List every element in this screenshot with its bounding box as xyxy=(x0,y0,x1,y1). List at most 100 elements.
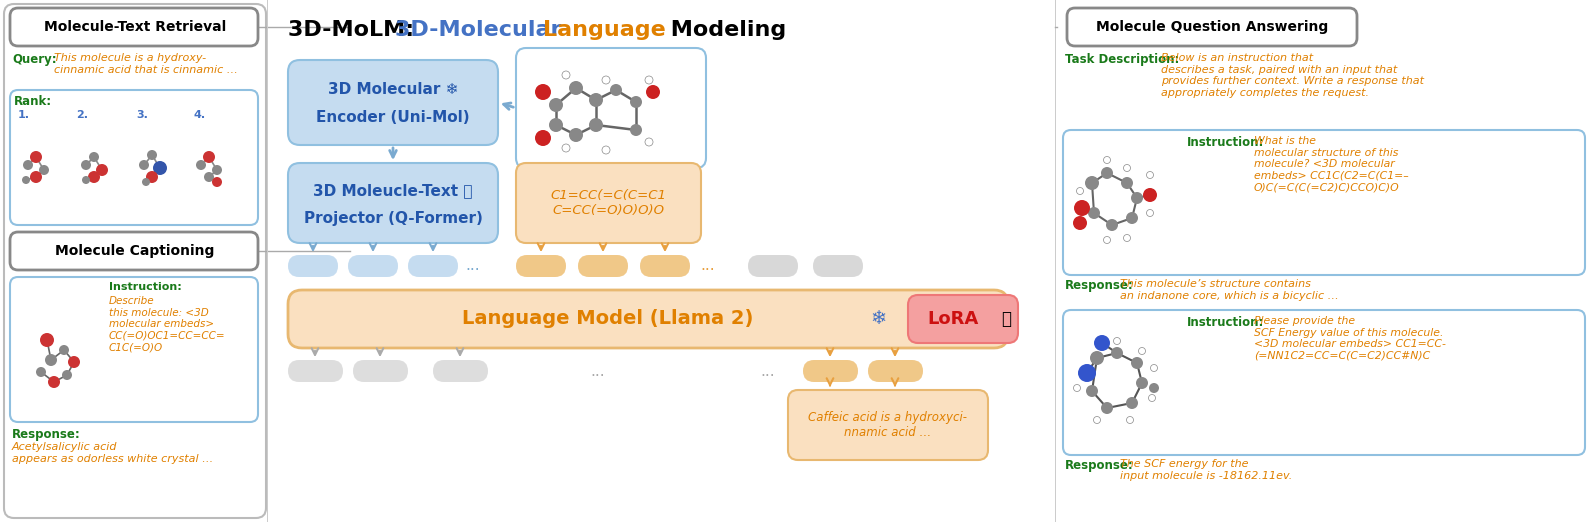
Circle shape xyxy=(562,71,570,79)
Circle shape xyxy=(1144,188,1157,202)
Circle shape xyxy=(1086,385,1098,397)
FancyBboxPatch shape xyxy=(789,390,988,460)
Text: Language: Language xyxy=(543,20,666,40)
Text: 3D Moleucle-Text 🔥: 3D Moleucle-Text 🔥 xyxy=(314,184,473,198)
Text: Caffeic acid is a hydroxyci-
nnamic acid …: Caffeic acid is a hydroxyci- nnamic acid… xyxy=(809,411,967,439)
Circle shape xyxy=(1074,216,1086,230)
Text: C1=CC(=C(C=C1
C=CC(=O)O)O)O: C1=CC(=C(C=C1 C=CC(=O)O)O)O xyxy=(551,189,666,217)
Circle shape xyxy=(142,178,150,186)
Text: Molecule Question Answering: Molecule Question Answering xyxy=(1096,20,1329,34)
Text: 3D-MoLM:: 3D-MoLM: xyxy=(288,20,422,40)
Circle shape xyxy=(212,177,221,187)
FancyBboxPatch shape xyxy=(516,163,701,243)
Circle shape xyxy=(81,176,89,184)
FancyBboxPatch shape xyxy=(10,90,258,225)
FancyBboxPatch shape xyxy=(1063,310,1585,455)
FancyBboxPatch shape xyxy=(516,255,566,277)
Text: Encoder (Uni-Mol): Encoder (Uni-Mol) xyxy=(315,111,470,125)
FancyBboxPatch shape xyxy=(749,255,798,277)
Circle shape xyxy=(1139,348,1145,354)
Text: Below is an instruction that
describes a task, paired with an input that
provide: Below is an instruction that describes a… xyxy=(1161,53,1424,98)
FancyBboxPatch shape xyxy=(408,255,459,277)
Circle shape xyxy=(38,165,49,175)
Circle shape xyxy=(535,130,551,146)
FancyBboxPatch shape xyxy=(803,360,859,382)
Text: Projector (Q-Former): Projector (Q-Former) xyxy=(304,210,483,226)
Text: Describe
this molecule: <3D
molecular embeds>
CC(=O)OC1=CC=CC=
C1C(=O)O: Describe this molecule: <3D molecular em… xyxy=(108,296,226,352)
Circle shape xyxy=(202,151,215,163)
Text: Response:: Response: xyxy=(13,428,81,441)
Circle shape xyxy=(45,354,57,366)
Circle shape xyxy=(569,81,583,95)
FancyBboxPatch shape xyxy=(812,255,863,277)
Circle shape xyxy=(1074,200,1090,216)
Circle shape xyxy=(153,161,167,175)
FancyBboxPatch shape xyxy=(10,232,258,270)
Text: 3D-Molecular: 3D-Molecular xyxy=(395,20,569,40)
Circle shape xyxy=(88,171,100,183)
Circle shape xyxy=(569,128,583,142)
Circle shape xyxy=(59,345,68,355)
FancyBboxPatch shape xyxy=(354,360,408,382)
Circle shape xyxy=(1094,335,1110,351)
Circle shape xyxy=(1149,383,1160,393)
FancyBboxPatch shape xyxy=(10,8,258,46)
Circle shape xyxy=(535,84,551,100)
Circle shape xyxy=(40,333,54,347)
Text: Instruction:: Instruction: xyxy=(1187,136,1265,149)
Circle shape xyxy=(68,356,80,368)
Text: Please provide the
SCF Energy value of this molecule.
<3D molecular embeds> CC1=: Please provide the SCF Energy value of t… xyxy=(1254,316,1446,361)
Circle shape xyxy=(1149,395,1155,401)
Text: Language Model (Llama 2): Language Model (Llama 2) xyxy=(462,310,753,328)
Circle shape xyxy=(1101,402,1114,414)
Circle shape xyxy=(1131,357,1144,369)
Circle shape xyxy=(645,76,653,84)
Text: Response:: Response: xyxy=(1066,279,1134,292)
Circle shape xyxy=(212,165,221,175)
FancyBboxPatch shape xyxy=(288,60,499,145)
Text: ...: ... xyxy=(591,363,605,378)
Text: ...: ... xyxy=(761,363,776,378)
Text: Task Description:: Task Description: xyxy=(1066,53,1179,66)
Text: Instruction:: Instruction: xyxy=(1187,316,1265,329)
FancyBboxPatch shape xyxy=(1067,8,1357,46)
FancyBboxPatch shape xyxy=(288,255,338,277)
Circle shape xyxy=(30,171,41,183)
Circle shape xyxy=(139,160,150,170)
Text: Modeling: Modeling xyxy=(663,20,787,40)
FancyBboxPatch shape xyxy=(433,360,487,382)
Text: The SCF energy for the
input molecule is -18162.11ev.: The SCF energy for the input molecule is… xyxy=(1120,459,1292,481)
FancyBboxPatch shape xyxy=(516,48,706,168)
Circle shape xyxy=(610,84,621,96)
Circle shape xyxy=(62,370,72,380)
Circle shape xyxy=(550,118,562,132)
Circle shape xyxy=(196,160,205,170)
Circle shape xyxy=(1104,236,1110,243)
Circle shape xyxy=(1123,164,1131,172)
Text: Molecule Captioning: Molecule Captioning xyxy=(56,244,215,258)
FancyBboxPatch shape xyxy=(288,163,499,243)
FancyBboxPatch shape xyxy=(640,255,690,277)
Circle shape xyxy=(22,160,33,170)
Circle shape xyxy=(1088,207,1101,219)
Circle shape xyxy=(89,152,99,162)
Circle shape xyxy=(1090,351,1104,365)
Circle shape xyxy=(204,172,213,182)
Circle shape xyxy=(1126,397,1137,409)
Circle shape xyxy=(1136,377,1149,389)
Circle shape xyxy=(1101,167,1114,179)
Circle shape xyxy=(1121,177,1133,189)
Circle shape xyxy=(1093,417,1101,423)
Text: 4.: 4. xyxy=(194,110,205,120)
Circle shape xyxy=(1150,364,1158,372)
Text: 🔥: 🔥 xyxy=(1000,310,1012,328)
Circle shape xyxy=(1114,338,1120,345)
Circle shape xyxy=(589,93,604,107)
Text: Acetylsalicylic acid
appears as odorless white crystal …: Acetylsalicylic acid appears as odorless… xyxy=(13,442,213,464)
Text: 3.: 3. xyxy=(135,110,148,120)
Circle shape xyxy=(147,150,158,160)
Circle shape xyxy=(1078,364,1096,382)
Circle shape xyxy=(550,98,562,112)
FancyBboxPatch shape xyxy=(578,255,628,277)
Circle shape xyxy=(629,96,642,108)
